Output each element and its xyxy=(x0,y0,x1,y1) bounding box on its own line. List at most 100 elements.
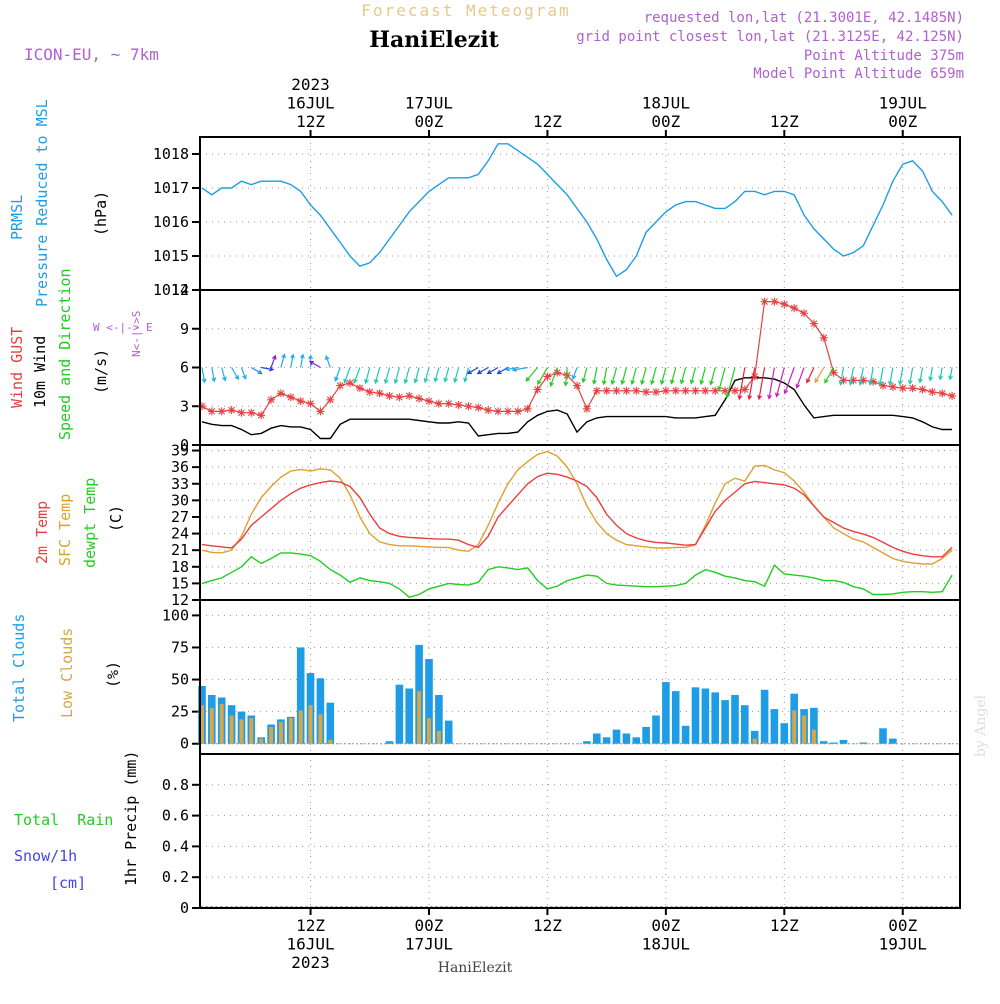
total-cloud-bar xyxy=(859,742,868,744)
wind-direction-arrow xyxy=(486,366,499,375)
low-cloud-bar xyxy=(239,719,244,744)
low-cloud-bar xyxy=(219,704,224,744)
total-cloud-bar xyxy=(632,737,641,744)
wind-direction-arrow xyxy=(270,354,277,368)
total-cloud-bar xyxy=(711,692,719,744)
wind-direction-arrow xyxy=(476,366,489,375)
gust-marker xyxy=(444,399,453,408)
wind-direction-arrow xyxy=(353,367,361,384)
gust-marker xyxy=(197,402,206,411)
pressure-ytick-label: 1018 xyxy=(153,145,189,163)
wind-direction-arrow xyxy=(325,355,331,368)
gust-line xyxy=(201,301,953,416)
wind-direction-arrow xyxy=(630,367,637,386)
bottom-time-label: 00Z xyxy=(651,916,680,935)
gust-marker xyxy=(553,368,562,377)
low-cloud-bar xyxy=(802,715,807,744)
low-cloud-label: Low Clouds xyxy=(58,628,76,718)
wind-direction-arrow xyxy=(838,367,845,386)
wind-direction-arrow xyxy=(620,367,627,386)
wind-axes: 12 9 6 3 0 xyxy=(171,281,960,454)
wind-direction-arrow xyxy=(221,367,227,382)
wind-direction-arrow xyxy=(650,367,657,386)
wind-direction-arrow xyxy=(525,367,539,382)
top-time-label: 17JUL xyxy=(405,94,453,113)
wind-direction-arrow xyxy=(775,367,785,398)
wind-ytick-label: 12 xyxy=(171,281,189,299)
total-cloud-bar xyxy=(593,733,601,744)
gust-marker xyxy=(286,393,295,402)
wind-direction-arrow xyxy=(280,353,286,368)
gust-marker xyxy=(217,407,226,416)
gust-marker xyxy=(661,386,670,395)
wind-direction-arrow xyxy=(640,367,647,386)
bottom-time-label: 12Z xyxy=(770,916,799,935)
gust-marker xyxy=(533,385,542,394)
gust-marker xyxy=(632,386,641,395)
gust-marker xyxy=(721,386,730,395)
total-cloud-bar xyxy=(750,730,759,744)
gust-marker xyxy=(602,386,611,395)
gust-marker xyxy=(829,368,838,377)
bottom-time-label: 00Z xyxy=(888,916,917,935)
temp-ytick-label: 12 xyxy=(171,591,189,609)
snow-unit: [cm] xyxy=(50,874,86,892)
total-cloud-bar xyxy=(731,695,739,744)
low-cloud-bar xyxy=(288,718,293,744)
total-cloud-bar xyxy=(760,689,769,744)
total-cloud-bar xyxy=(889,738,897,744)
total-cloud-bar xyxy=(642,727,650,744)
wind-direction-arrow xyxy=(918,367,924,384)
gust-marker xyxy=(819,333,828,342)
gust-marker xyxy=(592,386,601,395)
gust-marker xyxy=(740,385,749,394)
wind-direction-arrow xyxy=(858,367,864,386)
top-time-label: 00Z xyxy=(651,112,680,131)
pressure-ytick-label: 1014 xyxy=(153,281,189,299)
pressure-ytick-label: 1017 xyxy=(153,179,189,197)
pressure-line xyxy=(201,143,953,278)
cloud-ytick-label: 25 xyxy=(171,703,189,721)
gust-marker xyxy=(513,407,522,416)
total-cloud-bar xyxy=(385,741,394,744)
gust-marker xyxy=(938,389,947,398)
total-cloud-bar xyxy=(662,682,670,744)
precip-ytick-label: 0.4 xyxy=(162,837,189,855)
wind-direction-arrow xyxy=(897,367,904,386)
wind-direction-arrow xyxy=(443,367,450,383)
wind-direction-arrow xyxy=(679,367,687,385)
low-cloud-bar xyxy=(752,738,757,744)
gust-marker xyxy=(582,404,591,413)
gust-marker xyxy=(928,388,937,397)
wind-direction-arrow xyxy=(413,367,420,384)
total-cloud-label: Total Clouds xyxy=(10,614,28,722)
t2m-label: 2m Temp xyxy=(33,501,51,564)
wind-direction-arrow xyxy=(374,367,381,385)
wind-direction-arrow xyxy=(709,367,716,386)
pressure-ytick-label: 1015 xyxy=(153,247,189,265)
low-cloud-bar xyxy=(298,710,303,744)
top-time-label: 12Z xyxy=(296,112,325,131)
wind-direction-arrow xyxy=(601,367,608,386)
wind-direction-arrow xyxy=(549,367,558,387)
gust-marker xyxy=(948,391,957,400)
precip-ytick-label: 0.6 xyxy=(162,807,189,825)
wind-direction-arrow xyxy=(563,367,569,387)
wind-direction-arrow xyxy=(511,366,528,372)
top-time-label: 00Z xyxy=(888,112,917,131)
wind-direction-arrow xyxy=(290,353,295,368)
gust-marker xyxy=(227,406,236,415)
top-time-label: 12Z xyxy=(770,112,799,131)
gust-marker xyxy=(622,386,631,395)
gust-marker xyxy=(464,402,473,411)
low-cloud-bar xyxy=(249,718,254,744)
total-cloud-bar xyxy=(296,647,305,744)
wind-direction-arrow xyxy=(463,367,470,383)
wind-ytick-label: 0 xyxy=(180,436,189,454)
gust-marker xyxy=(888,382,897,391)
wind-direction-arrow xyxy=(403,367,410,385)
low-cloud-bar xyxy=(427,718,431,744)
total-cloud-bar xyxy=(326,702,335,744)
low-cloud-bar xyxy=(811,729,816,744)
gust-marker xyxy=(484,406,493,415)
